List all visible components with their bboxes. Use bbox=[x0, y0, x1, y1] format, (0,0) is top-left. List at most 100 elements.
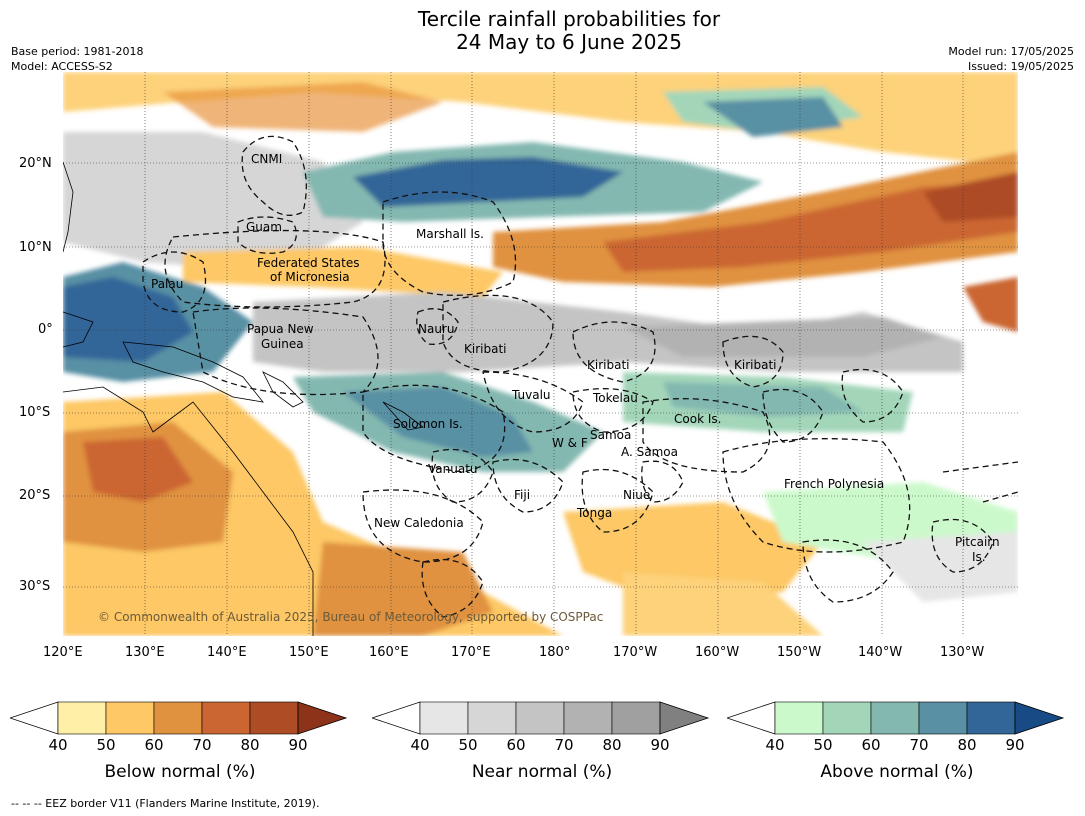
lon-label-170e: 170°E bbox=[451, 645, 491, 660]
lat-label-20n: 20°N bbox=[19, 156, 52, 171]
label-samoa: Samoa bbox=[590, 428, 631, 442]
coastlines bbox=[63, 161, 424, 636]
label-kiribati-central: Kiribati bbox=[587, 358, 629, 372]
region-labels: CNMI Guam Marshall Is. Federated States … bbox=[151, 152, 1000, 564]
label-cook: Cook Is. bbox=[674, 412, 721, 426]
label-nauru: Nauru bbox=[418, 322, 454, 336]
label-kiribati-west: Kiribati bbox=[464, 342, 506, 356]
label-pitcairn-1: Pitcairn bbox=[955, 535, 1000, 549]
below-segment-2 bbox=[153, 701, 203, 735]
above-tick-40: 40 bbox=[765, 736, 785, 754]
forecast-map[interactable]: CNMI Guam Marshall Is. Federated States … bbox=[63, 72, 1018, 636]
lon-label-140w: 140°W bbox=[858, 645, 903, 660]
label-vanuatu: Vanuatu bbox=[428, 462, 478, 476]
below-over-triangle bbox=[297, 701, 348, 735]
label-fsm-1: Federated States bbox=[257, 256, 359, 270]
near-tick-70: 70 bbox=[554, 736, 574, 754]
above-tick-70: 70 bbox=[909, 736, 929, 754]
meta-right: Model run: 17/05/2025 Issued: 19/05/2025 bbox=[948, 44, 1074, 74]
near-tick-60: 60 bbox=[506, 736, 526, 754]
lon-label-130e: 130°E bbox=[125, 645, 165, 660]
label-png-1: Papua New bbox=[247, 322, 314, 336]
above-tick-50: 50 bbox=[813, 736, 833, 754]
label-wallis-futuna: W & F bbox=[552, 436, 588, 450]
label-new-caledonia: New Caledonia bbox=[374, 516, 464, 530]
eez-footnote: -- -- -- EEZ border V11 (Flanders Marine… bbox=[11, 797, 320, 810]
below-segment-4 bbox=[249, 701, 299, 735]
above-tick-60: 60 bbox=[861, 736, 881, 754]
label-tonga: Tonga bbox=[576, 506, 612, 520]
label-solomon: Solomon Is. bbox=[393, 417, 463, 431]
below-segment-1 bbox=[105, 701, 155, 735]
lat-label-0: 0° bbox=[38, 322, 53, 337]
model-run: Model run: 17/05/2025 bbox=[948, 45, 1074, 58]
above-segment-4 bbox=[966, 701, 1016, 735]
label-kiribati-east: Kiribati bbox=[734, 358, 776, 372]
probability-field bbox=[63, 72, 1018, 636]
near-tick-90: 90 bbox=[650, 736, 670, 754]
meta-left: Base period: 1981-2018 Model: ACCESS-S2 bbox=[11, 44, 143, 74]
near-under-triangle bbox=[372, 701, 421, 735]
label-tuvalu: Tuvalu bbox=[511, 388, 551, 402]
copyright-notice: © Commonwealth of Australia 2025, Bureau… bbox=[98, 610, 603, 624]
above-segment-3 bbox=[918, 701, 968, 735]
label-png-2: Guinea bbox=[261, 337, 304, 351]
label-american-samoa: A. Samoa bbox=[621, 445, 678, 459]
label-niue: Niue bbox=[623, 488, 650, 502]
label-palau: Palau bbox=[151, 277, 183, 291]
label-cnmi: CNMI bbox=[251, 152, 282, 166]
lon-label-150w: 150°W bbox=[777, 645, 822, 660]
title-line-2: 24 May to 6 June 2025 bbox=[456, 30, 682, 54]
near-tick-50: 50 bbox=[458, 736, 478, 754]
map-title: Tercile rainfall probabilities for 24 Ma… bbox=[0, 8, 1085, 54]
below-segment-3 bbox=[201, 701, 251, 735]
colorbar-below-normal bbox=[10, 701, 348, 735]
above-over-triangle bbox=[1014, 701, 1065, 735]
near-segment-0 bbox=[419, 701, 469, 735]
near-segment-1 bbox=[467, 701, 517, 735]
eez-borders bbox=[142, 135, 1018, 618]
near-segment-2 bbox=[515, 701, 565, 735]
lat-label-10s: 10°S bbox=[19, 405, 51, 420]
label-fsm-2: of Micronesia bbox=[270, 270, 350, 284]
lat-label-20s: 20°S bbox=[19, 488, 51, 503]
below-tick-40: 40 bbox=[48, 736, 68, 754]
lat-label-10n: 10°N bbox=[19, 240, 52, 255]
below-tick-90: 90 bbox=[288, 736, 308, 754]
lon-label-150e: 150°E bbox=[289, 645, 329, 660]
near-tick-40: 40 bbox=[410, 736, 430, 754]
near-tick-80: 80 bbox=[602, 736, 622, 754]
above-segment-2 bbox=[870, 701, 920, 735]
below-tick-60: 60 bbox=[144, 736, 164, 754]
lon-label-130w: 130°W bbox=[940, 645, 985, 660]
label-pitcairn-2: Is. bbox=[972, 550, 986, 564]
above-segment-1 bbox=[822, 701, 872, 735]
graticule bbox=[63, 72, 1018, 636]
below-under-triangle bbox=[10, 701, 59, 735]
lon-label-170w: 170°W bbox=[613, 645, 658, 660]
above-normal-label: Above normal (%) bbox=[820, 762, 974, 782]
label-marshall: Marshall Is. bbox=[416, 227, 484, 241]
title-line-1: Tercile rainfall probabilities for bbox=[417, 7, 721, 31]
label-guam: Guam bbox=[246, 220, 282, 234]
model-name: Model: ACCESS-S2 bbox=[11, 60, 113, 73]
label-tokelau: Tokelau bbox=[592, 391, 638, 405]
issued-date: Issued: 19/05/2025 bbox=[967, 60, 1074, 73]
near-over-triangle bbox=[659, 701, 710, 735]
below-normal-label: Below normal (%) bbox=[104, 762, 256, 782]
lon-label-120e: 120°E bbox=[43, 645, 83, 660]
above-tick-90: 90 bbox=[1005, 736, 1025, 754]
below-segment-0 bbox=[57, 701, 107, 735]
near-segment-4 bbox=[611, 701, 661, 735]
label-fiji: Fiji bbox=[514, 488, 530, 502]
below-tick-80: 80 bbox=[240, 736, 260, 754]
above-under-triangle bbox=[727, 701, 776, 735]
above-segment-0 bbox=[774, 701, 824, 735]
lon-label-140e: 140°E bbox=[207, 645, 247, 660]
label-french-polynesia: French Polynesia bbox=[784, 477, 884, 491]
below-tick-70: 70 bbox=[192, 736, 212, 754]
near-segment-3 bbox=[563, 701, 613, 735]
colorbar-above-normal bbox=[727, 701, 1065, 735]
lat-label-30s: 30°S bbox=[19, 579, 51, 594]
lon-label-160e: 160°E bbox=[369, 645, 409, 660]
